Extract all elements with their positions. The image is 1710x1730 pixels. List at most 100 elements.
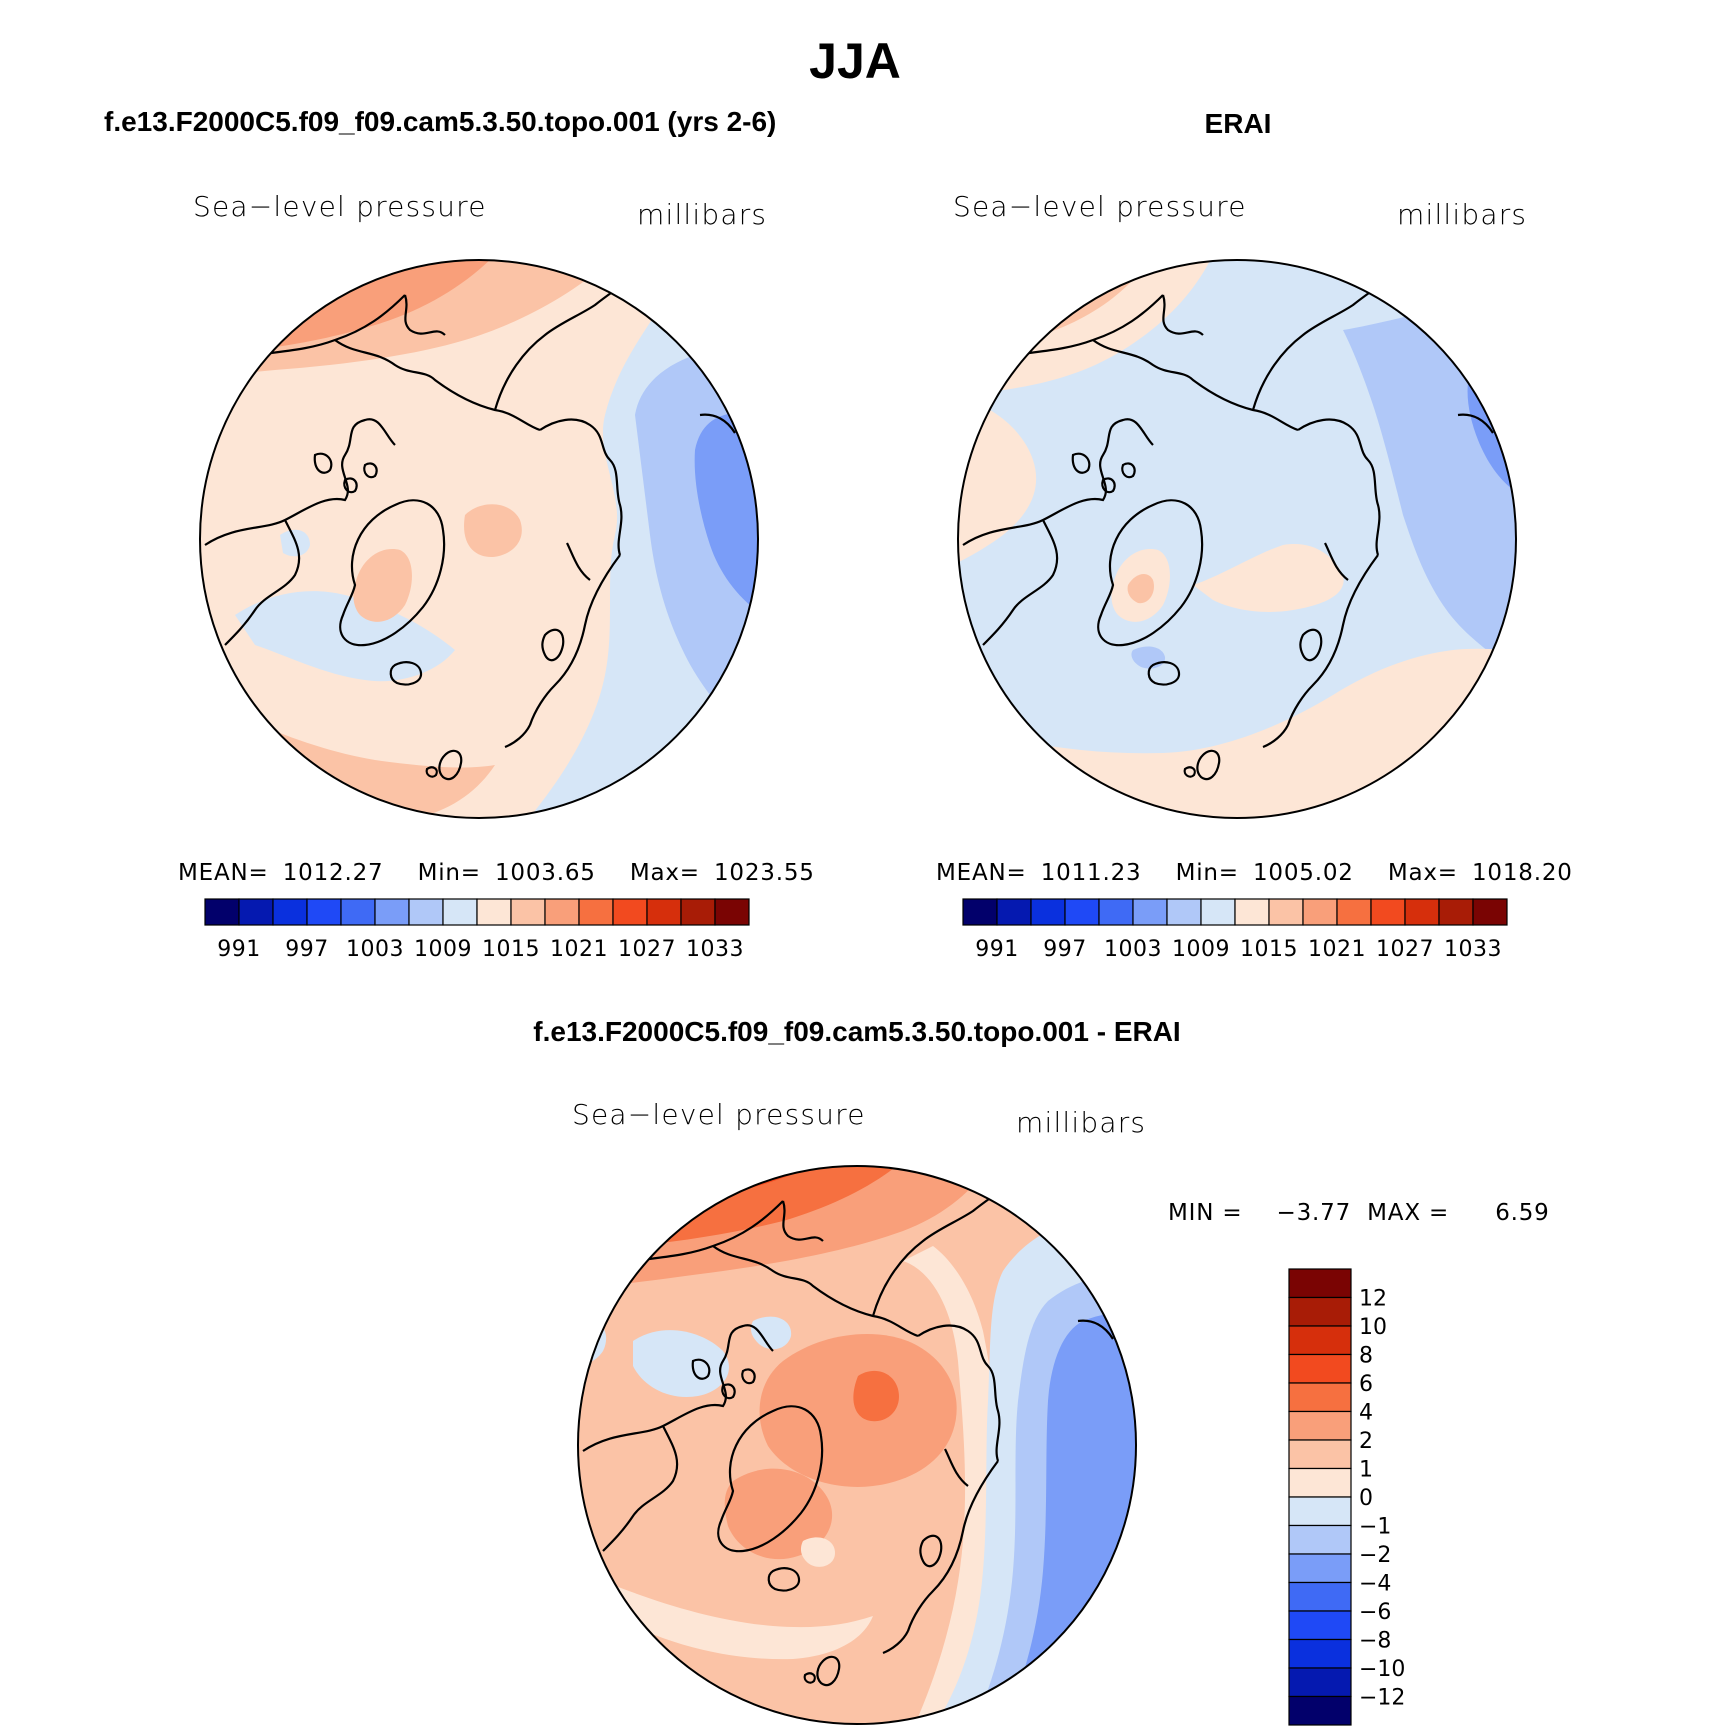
colorbar-swatch bbox=[680, 898, 716, 926]
colorbar-tick-label: 997 bbox=[285, 937, 329, 962]
colorbar-swatch bbox=[1288, 1610, 1352, 1641]
colorbar-swatch bbox=[1030, 898, 1066, 926]
colorbar-tick-label: 10 bbox=[1359, 1315, 1387, 1340]
panel-erai-variable-label: Sea−level pressure bbox=[953, 190, 1247, 223]
max-label: Max= bbox=[629, 860, 700, 886]
panel-model-map bbox=[199, 259, 759, 819]
colorbar-swatch bbox=[578, 898, 614, 926]
max-value: 1023.55 bbox=[713, 860, 815, 886]
colorbar-swatch bbox=[1288, 1581, 1352, 1612]
colorbar-swatch bbox=[1288, 1553, 1352, 1584]
colorbar-swatch bbox=[1472, 898, 1508, 926]
panel-model-header: f.e13.F2000C5.f09_f09.cam5.3.50.topo.001… bbox=[104, 106, 777, 137]
colorbar-tick-label: 4 bbox=[1359, 1401, 1373, 1426]
colorbar-swatch bbox=[1288, 1695, 1352, 1726]
mean-value: 1011.23 bbox=[1040, 860, 1142, 886]
colorbar-swatch bbox=[1288, 1524, 1352, 1555]
colorbar-tick-label: 1003 bbox=[1104, 937, 1162, 962]
colorbar-swatch bbox=[1288, 1467, 1352, 1498]
colorbar-swatch bbox=[962, 898, 998, 926]
colorbar-swatch bbox=[510, 898, 546, 926]
colorbar-tick-label: 1021 bbox=[550, 937, 608, 962]
colorbar-tick-label: 1033 bbox=[686, 937, 744, 962]
colorbar-tick-label: 991 bbox=[975, 937, 1019, 962]
colorbar-swatch bbox=[442, 898, 478, 926]
colorbar-swatch bbox=[1166, 898, 1202, 926]
colorbar-tick-label: 8 bbox=[1359, 1344, 1373, 1369]
colorbar-tick-label: 12 bbox=[1359, 1287, 1387, 1312]
colorbar-swatch bbox=[476, 898, 512, 926]
colorbar-tick-label: −2 bbox=[1359, 1543, 1391, 1568]
min-value: 1003.65 bbox=[494, 860, 596, 886]
colorbar-swatch bbox=[1098, 898, 1134, 926]
max-value: 1018.20 bbox=[1471, 860, 1573, 886]
colorbar-swatch bbox=[1288, 1325, 1352, 1356]
colorbar-tick-label: 0 bbox=[1359, 1486, 1373, 1511]
figure-title: JJA bbox=[809, 33, 901, 89]
colorbar-swatch bbox=[204, 898, 240, 926]
min-value: 1005.02 bbox=[1252, 860, 1354, 886]
colorbar-tick-label: 1009 bbox=[1172, 937, 1230, 962]
colorbar-swatch bbox=[1288, 1268, 1352, 1299]
colorbar-swatch bbox=[1288, 1439, 1352, 1470]
colorbar-swatch bbox=[1288, 1382, 1352, 1413]
panel-diff-stats: MIN = −3.77 MAX = 6.59 bbox=[1168, 1200, 1550, 1226]
min-label: MIN = bbox=[1168, 1200, 1243, 1226]
colorbar-swatch bbox=[1200, 898, 1236, 926]
colorbar-swatch bbox=[714, 898, 750, 926]
panel-erai-units-label: millibars bbox=[1397, 198, 1528, 231]
colorbar-swatch bbox=[1288, 1496, 1352, 1527]
colorbar-swatch bbox=[272, 898, 308, 926]
colorbar-tick-label: 1015 bbox=[482, 937, 540, 962]
colorbar-swatch bbox=[1288, 1638, 1352, 1669]
colorbar-tick-label: 1027 bbox=[1376, 937, 1434, 962]
colorbar-tick-label: 6 bbox=[1359, 1372, 1373, 1397]
mean-value: 1012.27 bbox=[282, 860, 384, 886]
colorbar-swatch bbox=[1234, 898, 1270, 926]
panel-diff-map bbox=[577, 1165, 1137, 1725]
colorbar-swatch bbox=[1370, 898, 1406, 926]
colorbar-tick-label: −1 bbox=[1359, 1515, 1391, 1540]
colorbar-tick-label: 1003 bbox=[346, 937, 404, 962]
colorbar-tick-label: 991 bbox=[217, 937, 261, 962]
colorbar-swatch bbox=[1404, 898, 1440, 926]
max-label: MAX = bbox=[1367, 1200, 1450, 1226]
min-value: −3.77 bbox=[1276, 1200, 1352, 1226]
colorbar-swatch bbox=[306, 898, 342, 926]
colorbar-tick-label: 1021 bbox=[1308, 937, 1366, 962]
panel-model-units-label: millibars bbox=[637, 198, 768, 231]
panel-model-stats: MEAN= 1012.27 Min= 1003.65 Max= 1023.55 bbox=[178, 860, 815, 886]
max-value: 6.59 bbox=[1495, 1200, 1550, 1226]
colorbar-tick-label: 1015 bbox=[1240, 937, 1298, 962]
max-label: Max= bbox=[1387, 860, 1458, 886]
colorbar-swatch bbox=[646, 898, 682, 926]
colorbar-tick-label: −10 bbox=[1359, 1657, 1405, 1682]
panel-diff-header: f.e13.F2000C5.f09_f09.cam5.3.50.topo.001… bbox=[533, 1016, 1181, 1047]
colorbar-tick-label: −4 bbox=[1359, 1572, 1391, 1597]
colorbar-absolute-2: 991 997 1003 1009 1015 1021 1027 1033 bbox=[962, 898, 1508, 962]
min-label: Min= bbox=[1175, 860, 1239, 886]
colorbar-absolute-1: 991 997 1003 1009 1015 1021 1027 1033 bbox=[204, 898, 750, 962]
colorbar-swatch bbox=[612, 898, 648, 926]
mean-label: MEAN= bbox=[936, 860, 1027, 886]
colorbar-tick-label: 1033 bbox=[1444, 937, 1502, 962]
colorbar-tick-label: 2 bbox=[1359, 1429, 1373, 1454]
panel-diff-variable-label: Sea−level pressure bbox=[572, 1098, 866, 1131]
colorbar-swatch bbox=[374, 898, 410, 926]
colorbar-swatch bbox=[340, 898, 376, 926]
mean-label: MEAN= bbox=[178, 860, 269, 886]
colorbar-swatch bbox=[1288, 1296, 1352, 1327]
min-label: Min= bbox=[417, 860, 481, 886]
colorbar-tick-label: −6 bbox=[1359, 1600, 1391, 1625]
colorbar-swatch bbox=[1438, 898, 1474, 926]
colorbar-swatch bbox=[408, 898, 444, 926]
colorbar-swatch bbox=[1288, 1353, 1352, 1384]
colorbar-swatch bbox=[1336, 898, 1372, 926]
panel-model-variable-label: Sea−level pressure bbox=[193, 190, 487, 223]
panel-erai-map bbox=[957, 259, 1517, 819]
panel-erai-stats: MEAN= 1011.23 Min= 1005.02 Max= 1018.20 bbox=[936, 860, 1573, 886]
colorbar-swatch bbox=[1064, 898, 1100, 926]
colorbar-swatch bbox=[996, 898, 1032, 926]
colorbar-swatch bbox=[1132, 898, 1168, 926]
